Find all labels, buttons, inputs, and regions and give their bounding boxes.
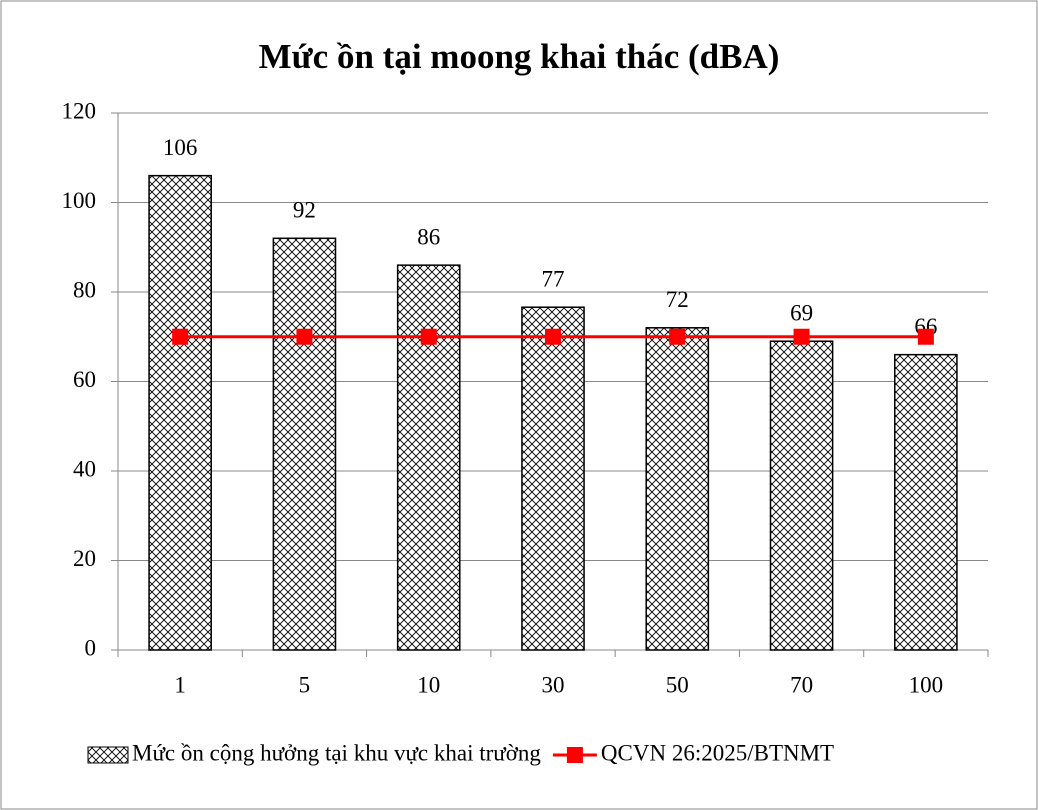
chart-title: Mức ồn tại moong khai thác (dBA) xyxy=(259,37,780,76)
legend-swatch xyxy=(87,746,129,764)
y-tick-label: 0 xyxy=(85,635,97,660)
data-label: 106 xyxy=(163,135,198,160)
x-tick-label: 70 xyxy=(790,672,813,697)
y-tick-label: 20 xyxy=(73,546,96,571)
marker xyxy=(296,328,313,345)
y-tick-label: 40 xyxy=(73,456,96,481)
y-tick-label: 100 xyxy=(62,188,97,213)
marker xyxy=(917,328,934,345)
x-tick-label: 1 xyxy=(174,672,186,697)
bar xyxy=(521,306,585,651)
legend-label: Mức ồn cộng hưởng tại khu vực khai trườn… xyxy=(132,740,541,765)
bar xyxy=(645,327,710,651)
marker xyxy=(545,328,561,345)
data-label: 69 xyxy=(790,301,813,326)
data-label: 72 xyxy=(666,287,689,312)
marker xyxy=(172,328,189,345)
bar xyxy=(148,174,212,651)
x-tick-label: 5 xyxy=(299,672,311,697)
x-tick-label: 10 xyxy=(417,672,440,697)
y-tick-label: 60 xyxy=(73,367,96,392)
bar xyxy=(396,264,461,651)
legend-swatch xyxy=(566,747,583,763)
x-tick-label: 100 xyxy=(909,672,944,697)
marker xyxy=(793,328,810,345)
y-tick-label: 120 xyxy=(62,98,97,123)
marker xyxy=(420,328,437,345)
x-tick-label: 30 xyxy=(542,672,565,697)
x-tick-label: 50 xyxy=(666,672,689,697)
legend-label: QCVN 26:2025/BTNMT xyxy=(601,740,834,765)
data-label: 92 xyxy=(293,198,316,223)
bar xyxy=(769,340,834,651)
bar xyxy=(894,353,958,651)
y-tick-label: 80 xyxy=(73,277,96,302)
bar xyxy=(272,237,337,651)
data-label: 77 xyxy=(542,266,565,291)
marker xyxy=(669,328,686,345)
data-label: 86 xyxy=(417,224,440,249)
